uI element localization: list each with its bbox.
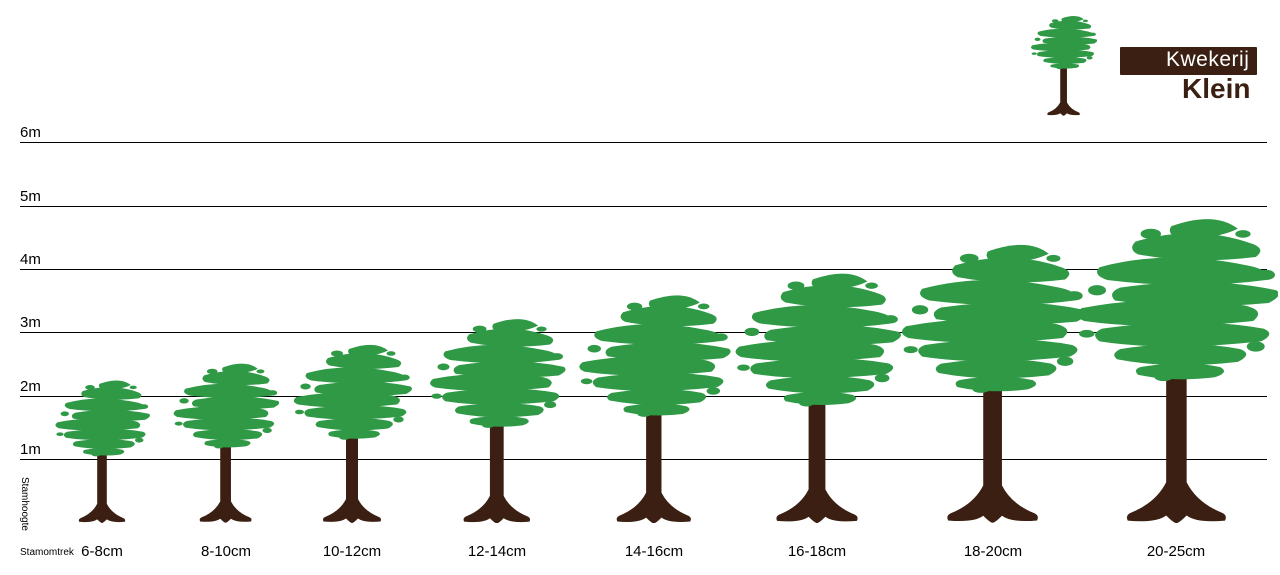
brand-name-bottom: Klein — [1182, 73, 1250, 105]
x-tick-label-0: 6-8cm — [81, 543, 123, 560]
y-axis-title: Stamhoogte — [19, 477, 30, 531]
brand-logo-tree-icon — [1030, 15, 1097, 116]
tree-0 — [54, 379, 150, 523]
tree-4 — [577, 293, 731, 523]
x-tick-label-1: 8-10cm — [201, 543, 251, 560]
x-tick-label-7: 20-25cm — [1147, 543, 1205, 560]
x-tick-label-5: 16-18cm — [788, 543, 846, 560]
x-tick-label-2: 10-12cm — [323, 543, 381, 560]
brand-logo: KwekerijKlein — [1030, 15, 1260, 115]
gridline-6m — [20, 142, 1267, 143]
x-tick-label-4: 14-16cm — [625, 543, 683, 560]
tree-5 — [733, 271, 901, 523]
y-tick-label-2m: 2m — [20, 378, 41, 395]
gridline-5m — [20, 206, 1267, 207]
y-tick-label-6m: 6m — [20, 124, 41, 141]
y-tick-label-1m: 1m — [20, 441, 41, 458]
y-tick-label-4m: 4m — [20, 251, 41, 268]
y-tick-label-5m: 5m — [20, 188, 41, 205]
y-tick-label-3m: 3m — [20, 314, 41, 331]
tree-1 — [172, 362, 279, 523]
chart-canvas: 1m 2m 3m 4m 5m 6m Stamhoogte Stamomtrek — [0, 0, 1280, 575]
tree-6 — [899, 242, 1086, 523]
x-tick-label-6: 18-20cm — [964, 543, 1022, 560]
tree-2 — [292, 343, 412, 523]
tree-7 — [1074, 216, 1279, 523]
tree-3 — [428, 317, 566, 523]
x-tick-label-3: 12-14cm — [468, 543, 526, 560]
brand-name-top: Kwekerij — [1166, 48, 1249, 72]
x-axis-title: Stamomtrek — [20, 547, 74, 558]
